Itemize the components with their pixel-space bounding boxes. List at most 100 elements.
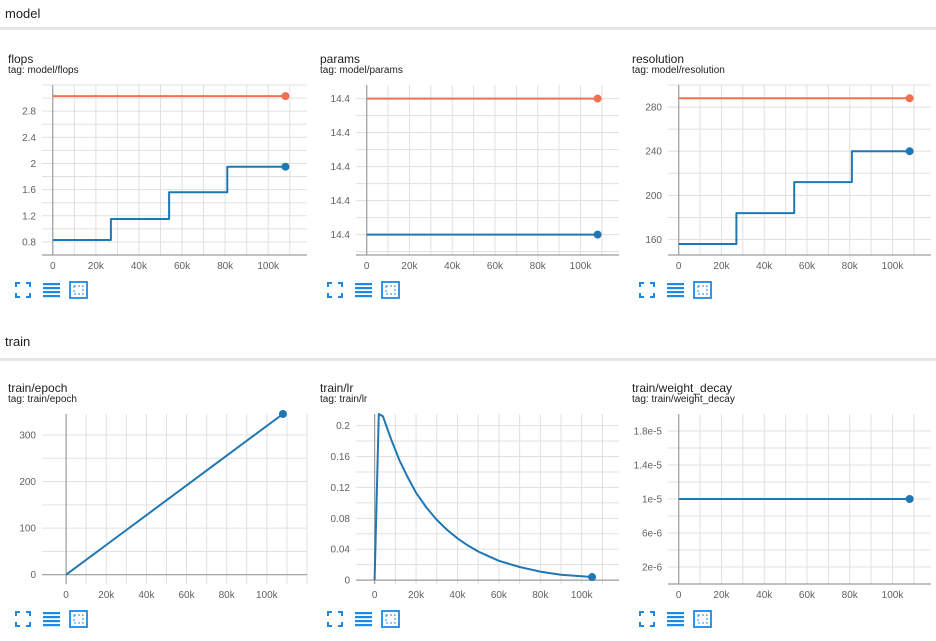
x-tick-label: 0 — [63, 590, 69, 601]
x-tick-label: 20k — [408, 590, 425, 601]
series-endpoint-blue — [593, 230, 602, 239]
x-tick-label: 80k — [530, 261, 547, 272]
y-tick-label: 0.16 — [331, 452, 351, 463]
x-tick-label: 60k — [799, 261, 816, 272]
lines-icon[interactable] — [41, 280, 63, 300]
y-tick-label: 0.12 — [331, 483, 351, 494]
y-tick-label: 0.8 — [22, 237, 36, 248]
series-line-blue — [678, 150, 910, 245]
x-tick-label: 80k — [219, 590, 236, 601]
y-tick-label: 6e-6 — [642, 529, 662, 540]
line-chart[interactable]: 0 20k 40k 60k 80k 100k 160 200 240 280 — [624, 52, 936, 292]
y-tick-label: 1.6 — [22, 185, 36, 196]
x-tick-label: 20k — [98, 590, 115, 601]
card-tag: tag: train/lr — [320, 394, 368, 405]
line-chart[interactable]: 0 20k 40k 60k 80k 100k 0 100 200 300 — [0, 381, 312, 621]
card-tag: tag: train/weight_decay — [632, 394, 735, 405]
line-chart[interactable]: 0 20k 40k 60k 80k 100k 0 0.04 0.08 0.12 0.16 0.2 — [312, 381, 624, 621]
y-tick-label: 0.08 — [331, 514, 351, 525]
x-tick-label: 60k — [178, 590, 195, 601]
card-title: train/lr — [320, 381, 354, 395]
fit-domain-icon[interactable] — [692, 280, 714, 300]
y-tick-label: 2.4 — [22, 133, 36, 144]
series-endpoint-blue — [281, 162, 290, 171]
series-endpoint-orange — [281, 92, 290, 101]
x-tick-label: 0 — [676, 590, 682, 601]
y-tick-label: 2 — [30, 159, 36, 170]
fullscreen-icon[interactable] — [325, 609, 347, 629]
y-tick-label: 200 — [645, 191, 662, 202]
line-chart[interactable]: 0 20k 40k 60k 80k 100k 0.8 1.2 1.6 2 2.4 2.8 — [0, 52, 312, 292]
y-tick-label: 0.04 — [331, 545, 351, 556]
card-title: flops — [8, 52, 34, 66]
section-header-train[interactable]: train — [0, 326, 936, 361]
x-tick-label: 20k — [713, 590, 730, 601]
line-chart[interactable]: 0 20k 40k 60k 80k 100k 14.4 14.4 14.4 14.4 14.4 — [312, 52, 624, 292]
x-tick-label: 60k — [491, 590, 508, 601]
fit-domain-icon[interactable] — [68, 280, 90, 300]
card-tag: tag: model/resolution — [632, 65, 725, 76]
y-tick-label: 14.4 — [331, 128, 351, 139]
lines-icon[interactable] — [353, 280, 375, 300]
chart-card-resolution: resolution tag: model/resolution 0 20k 40k 60… — [624, 52, 936, 312]
card-title: train/epoch — [8, 381, 68, 395]
fit-domain-icon[interactable] — [68, 609, 90, 629]
y-tick-label: 14.4 — [331, 94, 351, 105]
section-header-model[interactable]: model — [0, 0, 936, 30]
x-tick-label: 100k — [570, 261, 593, 272]
y-tick-label: 200 — [19, 477, 36, 488]
fullscreen-icon[interactable] — [637, 280, 659, 300]
fit-domain-icon[interactable] — [380, 609, 402, 629]
y-tick-label: 280 — [645, 103, 662, 114]
lines-icon[interactable] — [665, 280, 687, 300]
x-tick-label: 0 — [372, 590, 378, 601]
chart-card-train-epoch: train/epoch tag: train/epoch 0 20k 40k 60k 80k… — [0, 381, 312, 641]
x-tick-label: 80k — [842, 590, 859, 601]
series-endpoint-orange — [905, 94, 914, 103]
y-tick-label: 1.4e-5 — [634, 461, 663, 472]
x-tick-label: 60k — [487, 261, 504, 272]
x-tick-label: 80k — [532, 590, 549, 601]
section-title: train — [5, 334, 31, 349]
card-title: resolution — [632, 52, 685, 66]
x-tick-label: 40k — [138, 590, 155, 601]
card-tag: tag: model/flops — [8, 65, 79, 76]
x-tick-label: 40k — [756, 261, 773, 272]
y-tick-label: 14.4 — [331, 162, 351, 173]
fit-domain-icon[interactable] — [692, 609, 714, 629]
y-tick-label: 0.2 — [336, 421, 350, 432]
lines-icon[interactable] — [41, 609, 63, 629]
section-title: model — [5, 6, 41, 21]
lines-icon[interactable] — [353, 609, 375, 629]
x-tick-label: 80k — [217, 261, 234, 272]
fullscreen-icon[interactable] — [13, 609, 35, 629]
y-tick-label: 160 — [645, 235, 662, 246]
x-tick-label: 0 — [364, 261, 370, 272]
x-tick-label: 20k — [88, 261, 105, 272]
y-tick-label: 1.8e-5 — [634, 427, 663, 438]
fullscreen-icon[interactable] — [325, 280, 347, 300]
line-chart[interactable]: 0 20k 40k 60k 80k 100k 2e-6 6e-6 1e-5 1.4e-5 1.8e-… — [624, 381, 936, 621]
y-tick-label: 2e-6 — [642, 563, 662, 574]
x-tick-label: 100k — [882, 590, 905, 601]
x-tick-label: 40k — [449, 590, 466, 601]
fullscreen-icon[interactable] — [13, 280, 35, 300]
card-title: train/weight_decay — [632, 381, 733, 395]
y-tick-label: 1e-5 — [642, 495, 662, 506]
y-tick-label: 240 — [645, 147, 662, 158]
x-tick-label: 40k — [756, 590, 773, 601]
series-endpoint-blue — [588, 573, 597, 582]
y-tick-label: 0 — [30, 570, 36, 581]
y-tick-label: 14.4 — [331, 230, 351, 241]
fullscreen-icon[interactable] — [637, 609, 659, 629]
x-tick-label: 100k — [257, 261, 280, 272]
y-tick-label: 100 — [19, 524, 36, 535]
series-line-blue — [52, 165, 286, 241]
x-tick-label: 100k — [256, 590, 279, 601]
series-endpoint-blue — [278, 410, 287, 418]
x-tick-label: 100k — [882, 261, 905, 272]
lines-icon[interactable] — [665, 609, 687, 629]
x-tick-label: 20k — [713, 261, 730, 272]
fit-domain-icon[interactable] — [380, 280, 402, 300]
series-endpoint-blue — [905, 147, 914, 156]
